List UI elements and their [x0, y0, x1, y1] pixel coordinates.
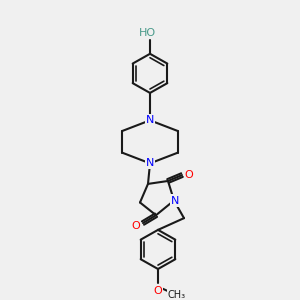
Text: HO: HO [138, 28, 156, 38]
Text: O: O [132, 221, 140, 231]
Text: N: N [146, 158, 154, 168]
Text: O: O [184, 170, 194, 180]
Text: O: O [154, 286, 162, 296]
Text: N: N [171, 196, 179, 206]
Text: CH₃: CH₃ [168, 290, 186, 300]
Text: N: N [146, 115, 154, 125]
